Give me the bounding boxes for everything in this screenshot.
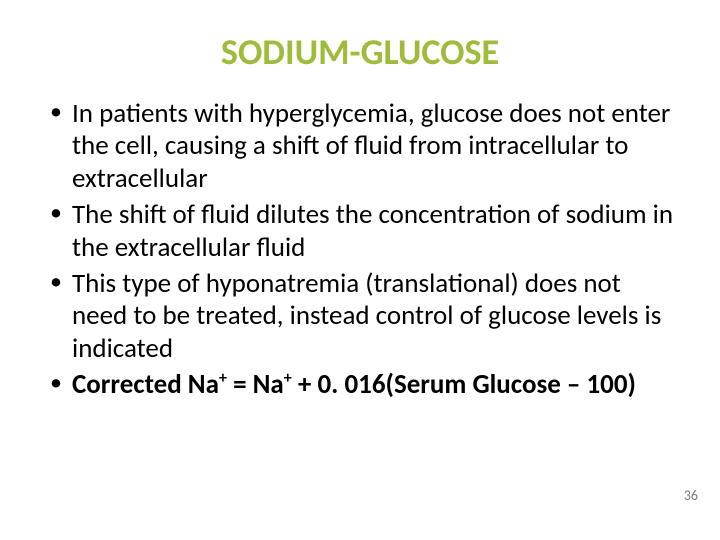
superscript: +: [219, 369, 227, 388]
formula-part: = Na: [227, 368, 284, 401]
list-item: The shift of fluid dilutes the concentra…: [72, 199, 676, 264]
list-item: This type of hyponatremia (translational…: [72, 268, 676, 365]
formula-part: + 0. 016(Serum Glucose – 100): [292, 368, 636, 401]
bullet-text: The shift of fluid dilutes the concentra…: [72, 198, 673, 263]
slide-title: SODIUM-GLUCOSE: [44, 30, 676, 74]
slide: SODIUM-GLUCOSE In patients with hypergly…: [0, 0, 720, 540]
page-number: 36: [684, 487, 698, 504]
bullet-text: This type of hyponatremia (translational…: [72, 267, 661, 365]
formula-part: Corrected Na: [72, 368, 219, 401]
list-item: In patients with hyperglycemia, glucose …: [72, 98, 676, 195]
bullet-list: In patients with hyperglycemia, glucose …: [44, 98, 676, 402]
bullet-text: In patients with hyperglycemia, glucose …: [72, 97, 670, 195]
bullet-text-bold: Corrected Na+ = Na+ + 0. 016(Serum Gluco…: [72, 368, 636, 401]
superscript: +: [284, 369, 292, 388]
list-item: Corrected Na+ = Na+ + 0. 016(Serum Gluco…: [72, 369, 676, 401]
